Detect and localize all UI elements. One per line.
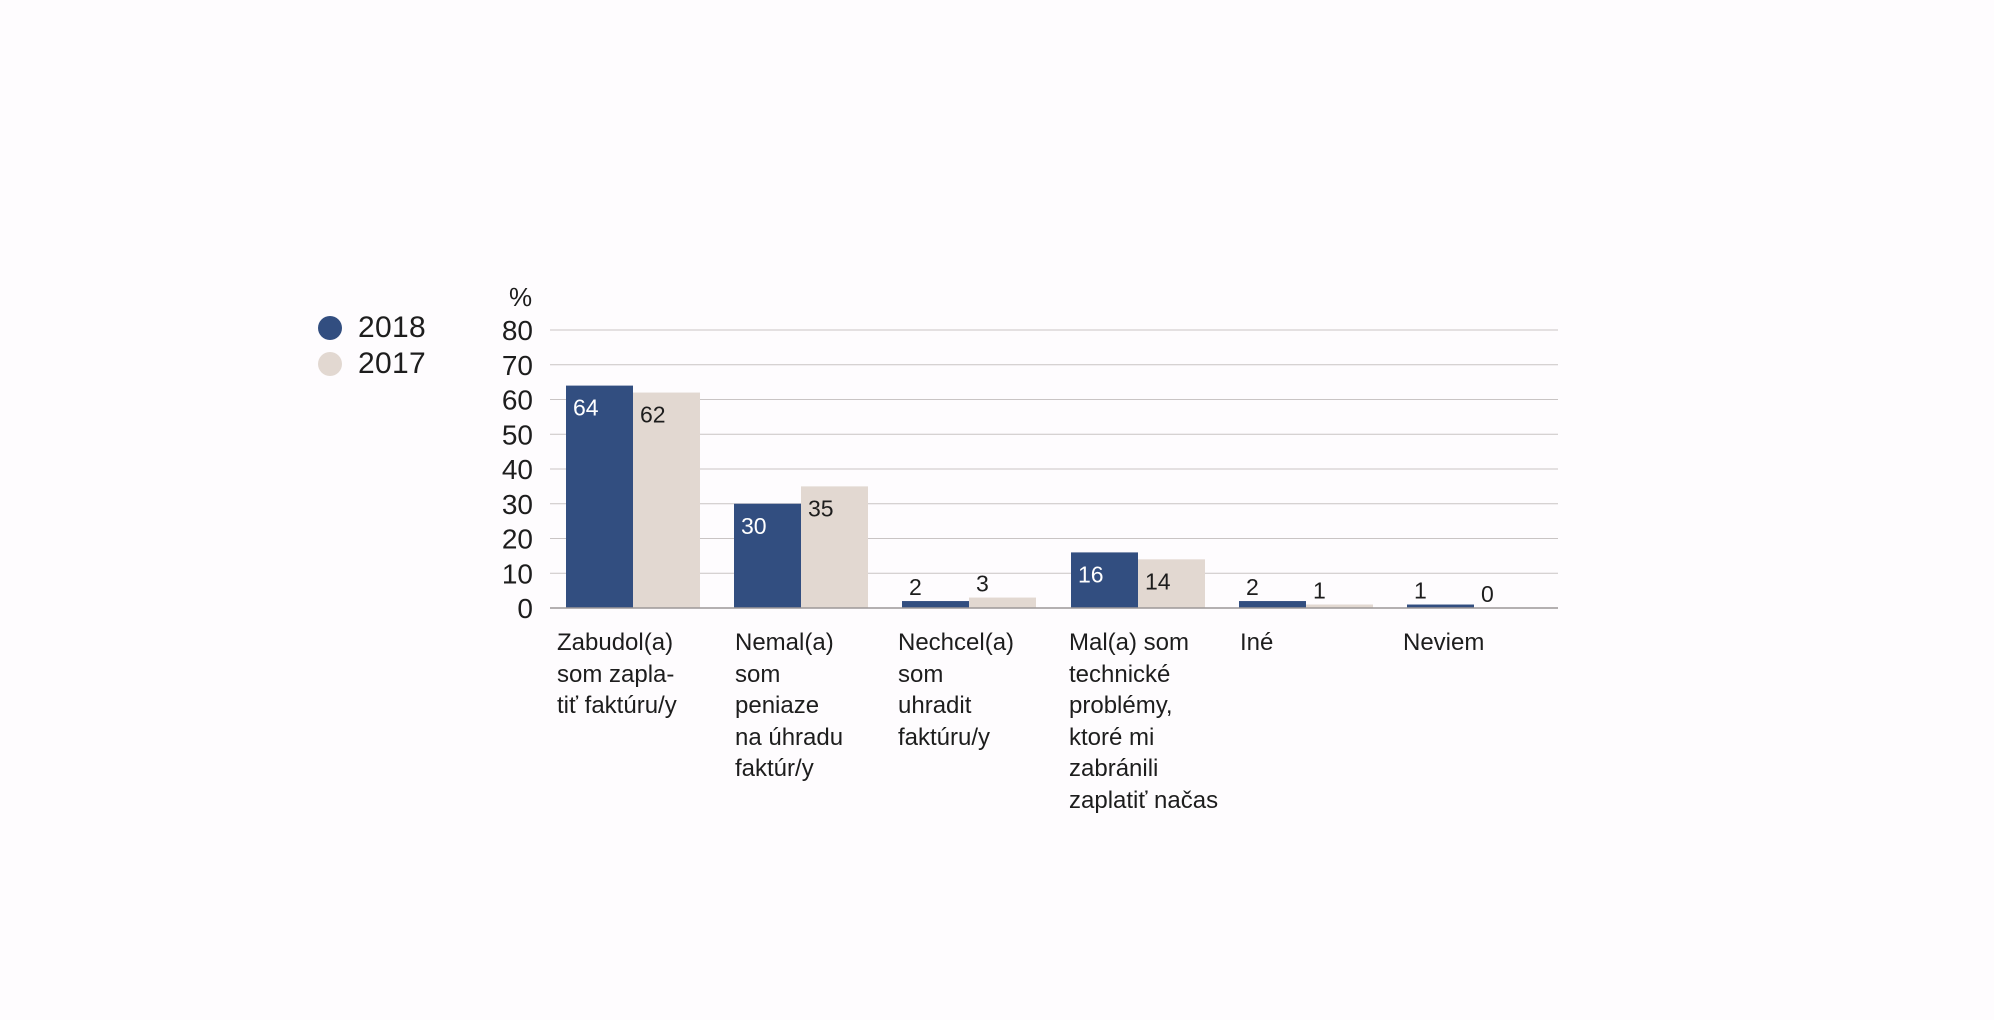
bar-2017-cat-4 (1306, 604, 1373, 608)
bar-2018-cat-1 (734, 503, 801, 608)
category-label-did-not-want: Nechcel(a) som uhradit faktúru/y (898, 629, 1015, 751)
category-label-technical-problems: Mal(a) som technické problémy, ktoré mi … (1069, 629, 1219, 814)
legend-label-2017: 2017 (358, 347, 426, 380)
category-label-no-money: Nemal(a) som peniaze na úhradu faktúr/y (735, 629, 844, 782)
bar-2018-cat-4 (1239, 601, 1306, 608)
data-label-2017-cat-0: 62 (640, 402, 666, 428)
legend-swatch-2018 (318, 316, 342, 340)
bar-2018-cat-3 (1071, 552, 1138, 608)
data-label-2017-cat-4: 1 (1313, 578, 1326, 604)
legend-item-2018: 2018 (318, 310, 426, 346)
y-tick-label-60: 60 (502, 385, 533, 416)
data-label-2017-cat-1: 35 (808, 495, 834, 521)
legend: 2018 2017 (318, 310, 426, 382)
legend-label-2018: 2018 (358, 311, 426, 344)
bar-2018-cat-0 (566, 385, 633, 608)
y-tick-label-70: 70 (502, 350, 533, 381)
y-tick-label-30: 30 (502, 489, 533, 520)
bar-2018-cat-2 (902, 601, 969, 608)
legend-item-2017: 2017 (318, 346, 426, 382)
data-label-2018-cat-3: 16 (1078, 561, 1104, 587)
y-tick-label-80: 80 (502, 315, 533, 346)
y-axis-unit-label: % (509, 282, 533, 312)
category-label-dont-know: Neviem (1403, 629, 1485, 656)
data-label-2017-cat-2: 3 (976, 571, 989, 597)
category-label-forgot: Zabudol(a) som zapla- tiť faktúru/y (557, 629, 677, 719)
bar-2017-cat-2 (969, 597, 1036, 608)
bar-2017-cat-0 (633, 392, 700, 608)
bar-2018-cat-5 (1407, 604, 1474, 608)
legend-swatch-2017 (318, 352, 342, 376)
data-label-2017-cat-5: 0 (1481, 581, 1494, 607)
y-tick-label-10: 10 (502, 558, 533, 589)
bar-2017-cat-1 (801, 486, 868, 608)
category-label-other: Iné (1240, 629, 1274, 656)
y-tick-label-0: 0 (517, 593, 533, 624)
data-label-2018-cat-5: 1 (1414, 578, 1427, 604)
y-tick-label-50: 50 (502, 419, 533, 450)
data-label-2018-cat-4: 2 (1246, 574, 1259, 600)
y-tick-label-20: 20 (502, 524, 533, 555)
data-label-2018-cat-2: 2 (909, 574, 922, 600)
y-tick-label-40: 40 (502, 454, 533, 485)
bar-2017-cat-3 (1138, 559, 1205, 608)
data-label-2018-cat-0: 64 (573, 395, 599, 421)
data-label-2017-cat-3: 14 (1145, 568, 1171, 594)
data-label-2018-cat-1: 30 (741, 513, 767, 539)
